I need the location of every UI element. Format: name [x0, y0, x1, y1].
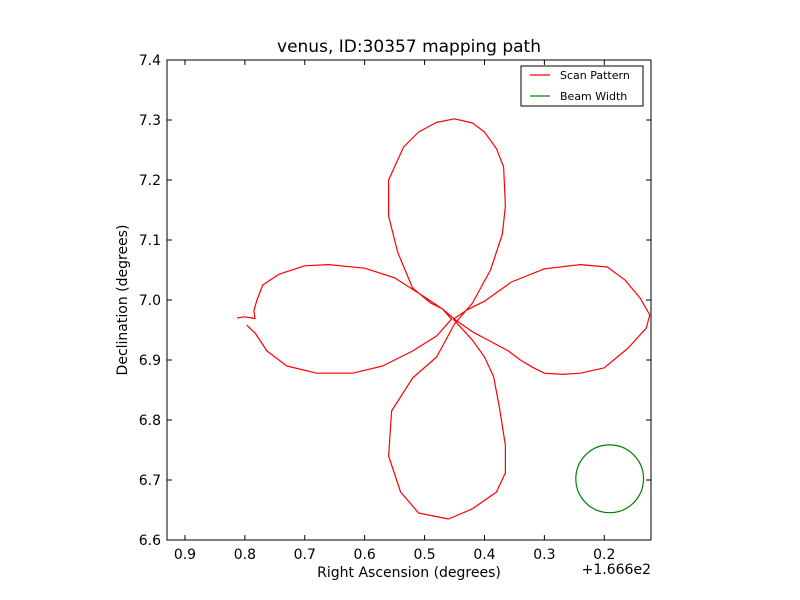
x-tick-label: 0.9	[174, 547, 196, 563]
y-tick-label: 7.0	[139, 293, 161, 309]
y-tick-label: 7.3	[139, 113, 161, 129]
y-tick-label: 7.1	[139, 233, 161, 249]
chart-title: venus, ID:30357 mapping path	[277, 37, 541, 57]
x-tick-label: 0.8	[234, 547, 256, 563]
plot-area	[166, 59, 652, 541]
x-tick-label: 0.5	[413, 547, 435, 563]
x-tick-label: 0.2	[593, 547, 615, 563]
y-tick-label: 7.4	[139, 53, 161, 69]
series-line-scan-pattern	[237, 118, 651, 520]
y-tick-label: 6.9	[139, 353, 161, 369]
y-tick-label: 6.8	[139, 413, 161, 429]
x-tick-label: 0.6	[354, 547, 376, 563]
y-axis-title: Declination (degrees)	[115, 225, 131, 376]
legend: Scan Pattern Beam Width	[520, 65, 644, 107]
y-tick-label: 6.6	[139, 533, 161, 549]
y-axis: 6.6 6.7 6.8 6.9 7.0 7.1 7.2 7.3 7.4	[139, 53, 651, 549]
x-tick-label: 0.7	[294, 547, 316, 563]
y-tick-label: 6.7	[139, 473, 161, 489]
x-axis-offset-label: +1.666e2	[582, 562, 651, 578]
x-axis: 0.9 0.8 0.7 0.6 0.5 0.4 0.3 0.2	[174, 60, 615, 563]
x-tick-label: 0.4	[473, 547, 495, 563]
legend-label-beam-width: Beam Width	[560, 90, 627, 103]
y-tick-label: 7.2	[139, 173, 161, 189]
beam-width-circle	[575, 444, 645, 514]
plot-frame-background	[167, 60, 651, 540]
x-tick-label: 0.3	[533, 547, 555, 563]
series-layer	[237, 118, 651, 520]
legend-label-scan-pattern: Scan Pattern	[560, 69, 630, 82]
legend-box	[520, 65, 644, 107]
x-axis-title: Right Ascension (degrees)	[317, 565, 501, 581]
